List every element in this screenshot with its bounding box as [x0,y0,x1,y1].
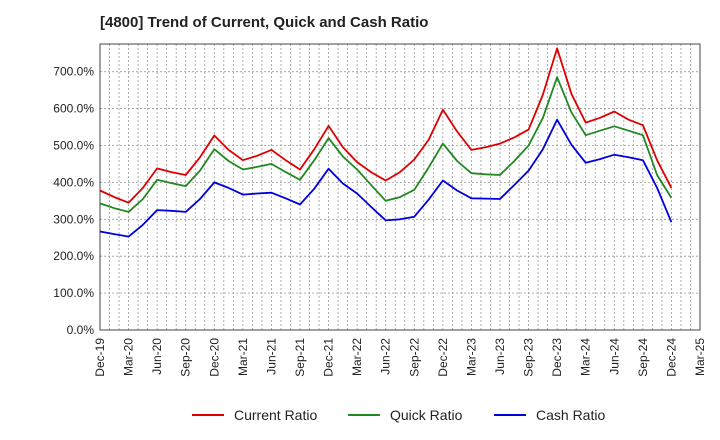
x-tick-label: Mar-24 [579,338,593,376]
series-layer [99,47,673,238]
x-tick-label: Jun-23 [493,338,507,375]
x-tick-label: Mar-25 [693,338,707,376]
chart-title: [4800] Trend of Current, Quick and Cash … [100,14,429,31]
legend-label: Quick Ratio [390,407,463,423]
x-tick-label: Dec-23 [550,338,564,377]
x-tick-label: Mar-22 [350,338,364,376]
plot-frame [99,43,701,331]
y-tick-label: 400.0% [53,175,94,189]
x-tick-label: Dec-22 [436,338,450,377]
y-tick-label: 200.0% [53,249,94,263]
series-line-cash-ratio [99,118,673,238]
y-tick-label: 100.0% [53,286,94,300]
x-tick-label: Dec-19 [93,338,107,377]
x-tick-label: Dec-21 [322,338,336,377]
x-tick-label: Sep-23 [522,338,536,377]
tick-layer: 0.0% 100.0% 200.0% 300.0% 400.0% 500.0% 600.0%… [53,65,707,377]
x-tick-label: Jun-24 [607,338,621,375]
y-tick-label: 300.0% [53,212,94,226]
y-tick-label: 0.0% [67,323,95,337]
x-tick-label: Sep-22 [407,338,421,377]
x-tick-label: Sep-24 [636,338,650,377]
legend: Current Ratio Quick Ratio Cash Ratio [192,407,605,423]
x-tick-label: Dec-24 [664,338,678,377]
x-tick-label: Sep-20 [179,338,193,377]
legend-label: Cash Ratio [536,407,605,423]
y-tick-label: 500.0% [53,138,94,152]
x-tick-label: Jun-22 [379,338,393,375]
grid-layer [99,44,701,331]
y-tick-label: 600.0% [53,102,94,116]
legend-label: Current Ratio [234,407,317,423]
x-tick-label: Dec-20 [207,338,221,377]
x-tick-label: Mar-23 [464,338,478,376]
x-tick-label: Mar-20 [122,338,136,376]
x-tick-label: Jun-21 [264,338,278,375]
series-line-current-ratio [99,47,673,204]
y-tick-label: 700.0% [53,65,94,79]
x-tick-label: Jun-20 [150,338,164,375]
x-tick-label: Mar-21 [236,338,250,376]
x-tick-label: Sep-21 [293,338,307,377]
series-line-quick-ratio [99,76,673,213]
